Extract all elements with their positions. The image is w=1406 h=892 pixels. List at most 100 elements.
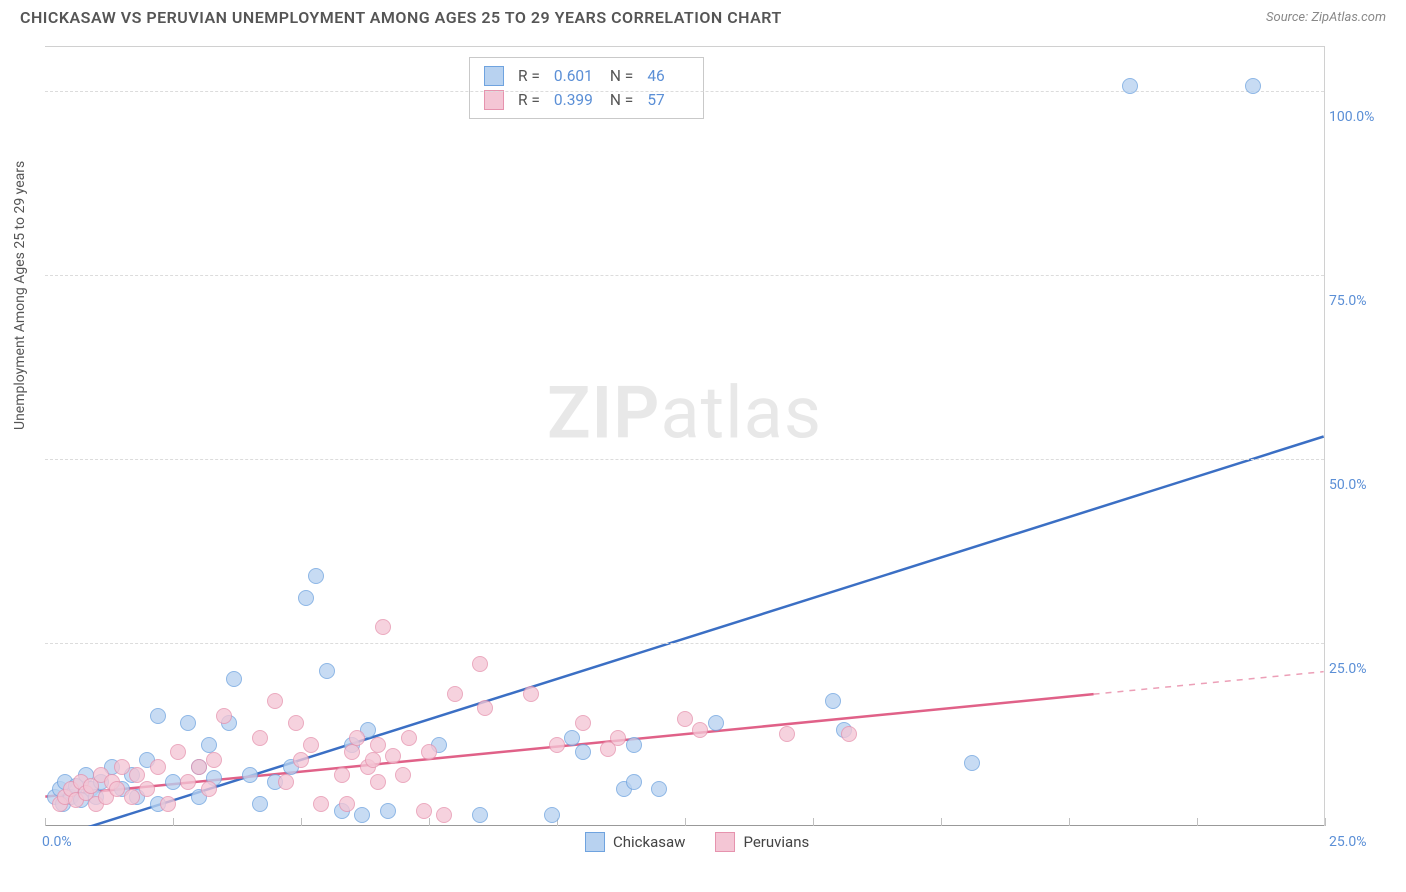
data-point — [170, 744, 186, 760]
data-point — [191, 759, 207, 775]
data-point — [447, 686, 463, 702]
data-point — [288, 715, 304, 731]
x-tick — [941, 818, 942, 826]
data-point — [708, 715, 724, 731]
data-point — [825, 693, 841, 709]
x-tick-max: 25.0% — [1329, 834, 1384, 850]
data-point — [129, 767, 145, 783]
data-point — [165, 774, 181, 790]
data-point — [334, 767, 350, 783]
data-point — [180, 774, 196, 790]
data-point — [436, 807, 452, 823]
data-point — [319, 663, 335, 679]
legend-item-peruvians: Peruvians — [715, 832, 809, 852]
data-point — [395, 767, 411, 783]
data-point — [544, 807, 560, 823]
data-point — [421, 744, 437, 760]
data-point — [472, 656, 488, 672]
x-tick — [813, 818, 814, 826]
data-point — [380, 803, 396, 819]
stats-row-chickasaw: R = 0.601 N = 46 — [484, 64, 689, 88]
data-point — [298, 590, 314, 606]
data-point — [692, 722, 708, 738]
data-point — [651, 781, 667, 797]
x-tick — [301, 818, 302, 826]
data-point — [677, 711, 693, 727]
data-point — [549, 737, 565, 753]
legend-item-chickasaw: Chickasaw — [585, 832, 685, 852]
data-point — [344, 744, 360, 760]
data-point — [472, 807, 488, 823]
data-point — [575, 744, 591, 760]
data-point — [278, 774, 294, 790]
x-tick — [429, 818, 430, 826]
source-attribution: Source: ZipAtlas.com — [1266, 10, 1386, 25]
data-point — [139, 781, 155, 797]
chart-title: CHICKASAW VS PERUVIAN UNEMPLOYMENT AMONG… — [20, 8, 782, 27]
data-point — [401, 730, 417, 746]
data-point — [564, 730, 580, 746]
data-point — [201, 737, 217, 753]
data-point — [267, 693, 283, 709]
data-point — [124, 789, 140, 805]
data-point — [339, 796, 355, 812]
data-point — [370, 737, 386, 753]
data-point — [626, 737, 642, 753]
data-point — [114, 759, 130, 775]
x-tick — [1325, 818, 1326, 826]
data-point — [160, 796, 176, 812]
x-tick — [1197, 818, 1198, 826]
x-tick — [685, 818, 686, 826]
y-tick-label: 75.0% — [1329, 293, 1384, 309]
data-point — [308, 568, 324, 584]
y-tick-label: 50.0% — [1329, 477, 1384, 493]
swatch-peruvians-icon — [715, 832, 735, 852]
data-point — [626, 774, 642, 790]
data-point — [523, 686, 539, 702]
data-point — [575, 715, 591, 731]
x-tick — [1069, 818, 1070, 826]
data-point — [293, 752, 309, 768]
grid-line — [45, 275, 1324, 276]
swatch-chickasaw — [484, 66, 504, 86]
data-point — [216, 708, 232, 724]
x-tick — [173, 818, 174, 826]
data-point — [477, 700, 493, 716]
data-point — [841, 726, 857, 742]
x-tick-min: 0.0% — [42, 834, 72, 850]
data-point — [354, 807, 370, 823]
y-axis-label: Unemployment Among Ages 25 to 29 years — [12, 161, 28, 430]
data-point — [1122, 78, 1138, 94]
data-point — [370, 774, 386, 790]
x-tick — [45, 818, 46, 826]
data-point — [349, 730, 365, 746]
data-point — [610, 730, 626, 746]
trend-lines — [45, 47, 1324, 826]
data-point — [303, 737, 319, 753]
data-point — [201, 781, 217, 797]
watermark: ZIPatlas — [547, 371, 822, 456]
data-point — [964, 755, 980, 771]
swatch-peruvians — [484, 90, 504, 110]
swatch-chickasaw-icon — [585, 832, 605, 852]
data-point — [779, 726, 795, 742]
data-point — [375, 619, 391, 635]
data-point — [385, 748, 401, 764]
y-tick-label: 100.0% — [1329, 109, 1384, 125]
data-point — [109, 781, 125, 797]
data-point — [206, 752, 222, 768]
stats-legend: R = 0.601 N = 46 R = 0.399 N = 57 — [469, 57, 704, 119]
data-point — [150, 759, 166, 775]
data-point — [313, 796, 329, 812]
data-point — [180, 715, 196, 731]
data-point — [242, 767, 258, 783]
series-legend: Chickasaw Peruvians — [585, 832, 809, 852]
data-point — [252, 796, 268, 812]
data-point — [252, 730, 268, 746]
chart-plot-area: ZIPatlas 0.0% 25.0% R = 0.601 N = 46 R =… — [45, 46, 1325, 826]
grid-line — [45, 643, 1324, 644]
y-tick-label: 25.0% — [1329, 661, 1384, 677]
data-point — [416, 803, 432, 819]
data-point — [365, 752, 381, 768]
data-point — [226, 671, 242, 687]
